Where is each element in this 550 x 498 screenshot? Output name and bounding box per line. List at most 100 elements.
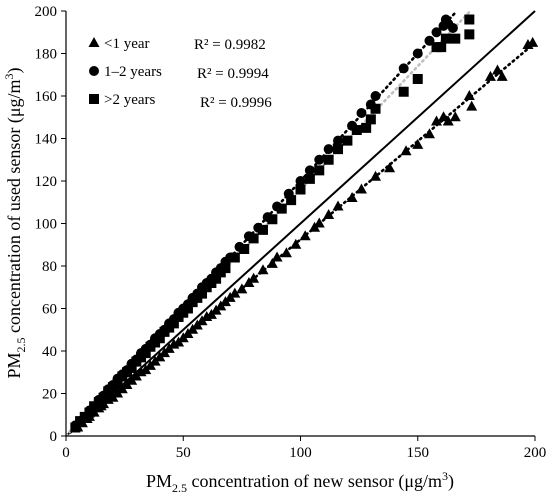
legend-label: 1–2 years: [104, 64, 162, 80]
point-s1-43: [280, 247, 292, 258]
point-s1-56: [423, 128, 435, 139]
x-axis-title: PM2.5 concentration of new sensor (μg/m3…: [146, 469, 454, 495]
point-s1-39: [248, 272, 260, 283]
x-tick-label: 50: [176, 445, 191, 461]
point-s1-49: [332, 200, 344, 211]
point-s2-51: [412, 48, 423, 59]
point-s3-39: [276, 203, 287, 214]
point-s2-57: [447, 23, 458, 33]
point-s3-46: [342, 135, 353, 146]
point-s3-58: [464, 14, 475, 25]
point-s3-50: [370, 103, 381, 114]
point-s1-59: [442, 115, 454, 126]
y-tick-label: 120: [35, 174, 58, 190]
y-axis-title: PM2.5 concentration of used sensor (μg/m…: [2, 67, 28, 378]
y-tick-label: 60: [42, 302, 57, 318]
point-s3-37: [257, 224, 268, 235]
r2-annotation: R² = 0.9996: [200, 95, 272, 111]
point-s1-58: [438, 111, 450, 122]
point-s1-36: [229, 287, 241, 298]
point-s3-7: [98, 392, 109, 403]
point-s3-33: [220, 263, 231, 274]
point-s1-48: [323, 209, 335, 219]
x-axis-title-pre: PM: [146, 471, 172, 491]
plot-area: [65, 10, 539, 437]
point-s1-55: [412, 138, 424, 149]
point-s1-52: [370, 170, 382, 181]
y-tick-label: 100: [35, 217, 58, 233]
point-s3-19: [154, 333, 165, 344]
point-s3-10: [112, 377, 123, 388]
point-s3-25: [182, 303, 193, 314]
point-s1-60: [449, 111, 461, 122]
legend: <1 year R² = 0.9982 1–2 years R² = 0.9994 >2…: [88, 36, 272, 111]
point-s2-42: [304, 165, 315, 176]
axes: 0 50 100 150 200 0 20 40 60 80 100 120 140 160 180 200: [35, 4, 547, 461]
x-tick-label: 0: [62, 445, 70, 461]
x-tick-label: 200: [524, 445, 547, 461]
y-tick-label: 180: [35, 47, 58, 63]
point-s3-34: [229, 252, 240, 263]
point-s1-41: [266, 257, 278, 268]
point-s3-49: [365, 114, 376, 125]
point-s1-37: [236, 283, 248, 294]
point-s2-50: [398, 63, 409, 74]
point-s3-55: [440, 33, 451, 44]
point-s3-31: [211, 273, 222, 284]
point-s3-54: [436, 42, 447, 53]
point-s3-52: [412, 74, 423, 84]
legend-marker-triangle: [88, 37, 100, 47]
point-s1-45: [299, 230, 311, 241]
point-s3-38: [267, 214, 278, 225]
x-axis-title-post: ): [448, 471, 454, 492]
point-s3-56: [450, 33, 461, 44]
y-axis-title-post: ): [4, 67, 25, 73]
point-s3-41: [295, 184, 306, 195]
point-s1-67: [527, 36, 539, 47]
point-s3-13: [126, 363, 137, 373]
point-s1-51: [355, 183, 367, 194]
legend-label: >2 years: [104, 92, 156, 108]
point-s2-45: [333, 135, 344, 146]
point-s1-64: [491, 64, 503, 75]
point-s3-57: [464, 29, 475, 40]
point-s1-65: [496, 70, 508, 81]
point-s3-42: [304, 173, 315, 184]
point-s1-42: [271, 251, 283, 262]
r2-annotation: R² = 0.9982: [194, 37, 266, 53]
point-s2-53: [431, 27, 442, 38]
point-s3-4: [84, 407, 95, 418]
point-s1-62: [463, 90, 475, 100]
point-s2-47: [356, 108, 367, 118]
y-axis-title-mid: concentration of used sensor (μg/m: [4, 79, 25, 337]
y-tick-label: 40: [42, 344, 57, 360]
point-s2-44: [323, 144, 334, 155]
legend-label: <1 year: [104, 36, 150, 52]
point-s2-43: [314, 154, 325, 165]
point-s3-45: [333, 144, 344, 155]
point-s3-16: [140, 348, 151, 359]
x-axis-title-mid: concentration of new sensor (μg/m: [187, 471, 442, 492]
point-s1-63: [484, 70, 496, 81]
point-s1-57: [431, 115, 443, 126]
legend-marker-square: [89, 94, 99, 104]
y-axis-title-pre: PM: [4, 353, 24, 379]
point-s3-1: [70, 422, 81, 433]
point-s3-35: [239, 244, 250, 254]
point-s3-48: [361, 122, 372, 133]
x-tick-label: 100: [289, 445, 312, 461]
y-axis-title-sub: 2.5: [14, 338, 28, 353]
point-s3-22: [168, 318, 179, 329]
point-s2-41: [295, 176, 306, 186]
legend-marker-circle: [89, 66, 99, 76]
y-tick-label: 20: [42, 387, 57, 403]
point-s1-44: [290, 238, 302, 249]
point-s1-47: [313, 217, 325, 228]
point-s1-50: [346, 192, 358, 202]
x-tick-label: 150: [407, 445, 430, 461]
point-s3-44: [323, 154, 334, 165]
point-s3-40: [286, 195, 297, 206]
y-axis-title-sup: 3: [2, 73, 16, 79]
x-axis-title-sup: 3: [442, 469, 448, 483]
